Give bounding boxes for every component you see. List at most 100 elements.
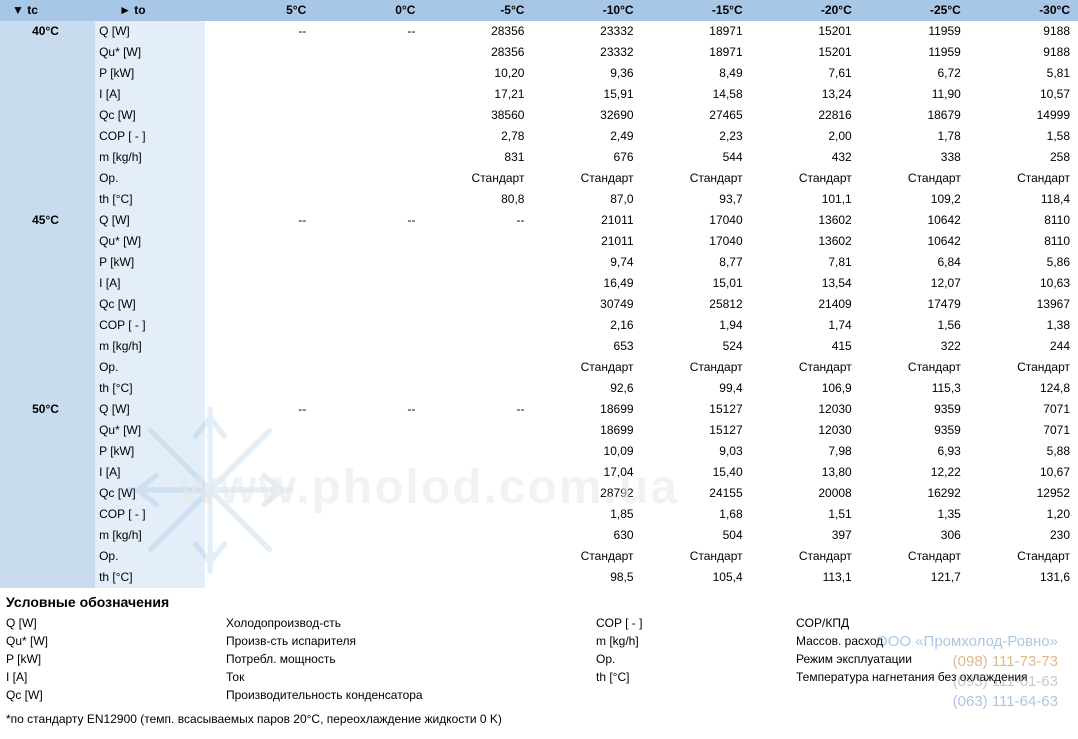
parameter-label: COP [ - ] (95, 315, 205, 336)
value-cell: 9188 (969, 21, 1078, 42)
value-cell: 15201 (751, 42, 860, 63)
value-cell: 30749 (532, 294, 641, 315)
value-cell (423, 441, 532, 462)
value-cell: 9188 (969, 42, 1078, 63)
value-cell: 230 (969, 525, 1078, 546)
legend-desc: Температура нагнетания без охлаждения (796, 668, 1072, 686)
value-cell: Стандарт (532, 357, 641, 378)
legend-sym: COP [ - ] (596, 614, 796, 632)
value-cell (423, 357, 532, 378)
value-cell: 16292 (860, 483, 969, 504)
value-cell: -- (423, 210, 532, 231)
value-cell: 18971 (642, 21, 751, 42)
value-cell: Стандарт (532, 168, 641, 189)
value-cell (314, 378, 423, 399)
table-row: I [A]17,2115,9114,5813,2411,9010,57 (0, 84, 1078, 105)
value-cell (314, 147, 423, 168)
legend-sym: Qu* [W] (6, 632, 226, 650)
value-cell: 32690 (532, 105, 641, 126)
value-cell: 7071 (969, 420, 1078, 441)
value-cell: 15127 (642, 399, 751, 420)
table-row: Qc [W]2879224155200081629212952 (0, 483, 1078, 504)
value-cell (314, 420, 423, 441)
value-cell: 10,63 (969, 273, 1078, 294)
tc-header: ▼ tc (0, 0, 95, 21)
value-cell: 105,4 (642, 567, 751, 588)
performance-table: ▼ tc ► to 5°C 0°C -5°C -10°C -15°C -20°C… (0, 0, 1078, 588)
value-cell: 1,85 (532, 504, 641, 525)
value-cell: 101,1 (751, 189, 860, 210)
value-cell (205, 462, 314, 483)
value-cell (205, 567, 314, 588)
parameter-label: Qc [W] (95, 483, 205, 504)
value-cell: 20008 (751, 483, 860, 504)
value-cell: 12030 (751, 420, 860, 441)
value-cell: 9,36 (532, 63, 641, 84)
value-cell (205, 168, 314, 189)
value-cell (205, 336, 314, 357)
value-cell (423, 504, 532, 525)
value-cell: 18699 (532, 399, 641, 420)
value-cell: 15201 (751, 21, 860, 42)
value-cell: 87,0 (532, 189, 641, 210)
value-cell: 415 (751, 336, 860, 357)
value-cell: 13602 (751, 231, 860, 252)
table-row: 40°CQ [W]----283562333218971152011195991… (0, 21, 1078, 42)
value-cell: 15,91 (532, 84, 641, 105)
value-cell (423, 273, 532, 294)
value-cell: 7,98 (751, 441, 860, 462)
legend-section: Условные обозначения Q [W] Холодопроизво… (0, 588, 1078, 710)
value-cell (205, 42, 314, 63)
value-cell (205, 147, 314, 168)
value-cell: 15,40 (642, 462, 751, 483)
value-cell: 18699 (532, 420, 641, 441)
value-cell: 28356 (423, 42, 532, 63)
value-cell: 93,7 (642, 189, 751, 210)
value-cell (423, 420, 532, 441)
value-cell: Стандарт (969, 357, 1078, 378)
value-cell (423, 378, 532, 399)
value-cell: 1,20 (969, 504, 1078, 525)
value-cell: 8110 (969, 231, 1078, 252)
value-cell: 10,09 (532, 441, 641, 462)
col-header: -25°C (860, 0, 969, 21)
value-cell (314, 42, 423, 63)
legend-sym: th [°C] (596, 668, 796, 686)
value-cell: 18679 (860, 105, 969, 126)
value-cell: 7,61 (751, 63, 860, 84)
value-cell (423, 252, 532, 273)
value-cell (423, 462, 532, 483)
value-cell: 17,04 (532, 462, 641, 483)
value-cell: -- (423, 399, 532, 420)
col-header: 5°C (205, 0, 314, 21)
legend-grid: Q [W] Холодопроизвод-сть COP [ - ] COP/К… (6, 614, 1072, 704)
value-cell: 1,58 (969, 126, 1078, 147)
header-row: ▼ tc ► to 5°C 0°C -5°C -10°C -15°C -20°C… (0, 0, 1078, 21)
value-cell: Стандарт (751, 357, 860, 378)
parameter-label: I [A] (95, 462, 205, 483)
value-cell: 8110 (969, 210, 1078, 231)
value-cell: 16,49 (532, 273, 641, 294)
value-cell: 5,88 (969, 441, 1078, 462)
legend-desc: Производительность конденсатора (226, 686, 596, 704)
value-cell: 18971 (642, 42, 751, 63)
legend-desc: Потребл. мощность (226, 650, 596, 668)
value-cell: 2,23 (642, 126, 751, 147)
legend-desc: Массов. расход (796, 632, 1072, 650)
value-cell: Стандарт (751, 546, 860, 567)
value-cell: -- (205, 399, 314, 420)
value-cell (314, 546, 423, 567)
value-cell: 12952 (969, 483, 1078, 504)
value-cell: 17040 (642, 210, 751, 231)
table-row: COP [ - ]2,782,492,232,001,781,58 (0, 126, 1078, 147)
value-cell: 432 (751, 147, 860, 168)
value-cell (423, 315, 532, 336)
value-cell: 2,16 (532, 315, 641, 336)
value-cell: 38560 (423, 105, 532, 126)
value-cell: 338 (860, 147, 969, 168)
legend-sym: Qc [W] (6, 686, 226, 704)
value-cell: 1,38 (969, 315, 1078, 336)
value-cell: Стандарт (642, 546, 751, 567)
value-cell: -- (314, 21, 423, 42)
value-cell (314, 189, 423, 210)
